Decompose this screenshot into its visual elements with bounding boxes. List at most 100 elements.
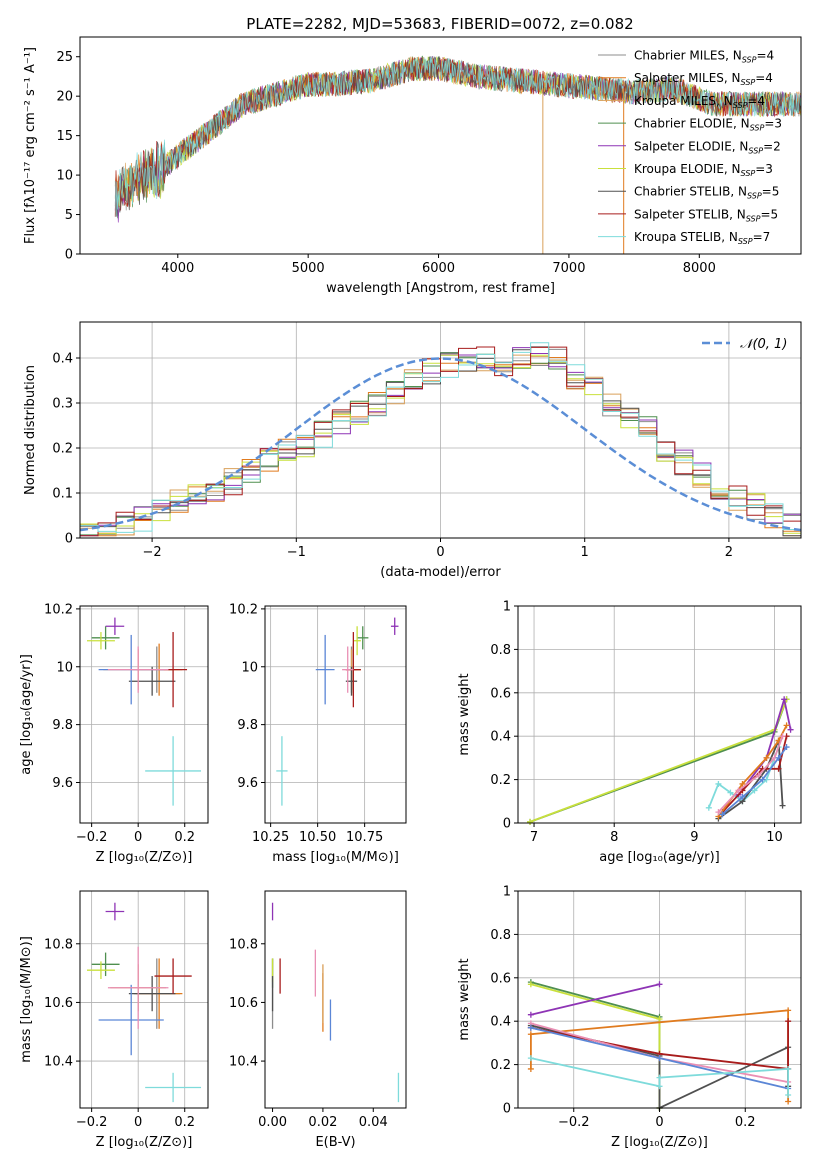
y-tick-label: 0.2: [52, 442, 73, 457]
y-tick-label: 0.2: [490, 1058, 511, 1073]
weight-marker: [785, 1065, 792, 1072]
weight-marker: [527, 1031, 534, 1038]
point-cs: [128, 666, 176, 696]
y-axis-label: mass weight: [457, 673, 472, 755]
weight-marker: [739, 780, 746, 787]
y-tick-label: 0.4: [490, 730, 511, 745]
y-tick-label: 9.8: [237, 718, 258, 733]
legend-label-cs: Chabrier STELIB, NSSP=5: [634, 185, 779, 201]
x-axis-label: Z [log₁₀(Z/Z⊙)]: [96, 850, 193, 865]
legend-label-se: Salpeter ELODIE, NSSP=2: [634, 139, 781, 155]
weight-marker: [759, 776, 766, 783]
x-tick-label: 9: [690, 830, 698, 845]
weight-marker: [656, 1016, 663, 1023]
weight-marker: [715, 809, 722, 816]
weight-marker: [751, 787, 758, 794]
y-tick-label: 0.3: [52, 397, 73, 412]
x-axis-label: mass [log₁₀(M/M⊙)]: [272, 850, 399, 865]
point-blue: [98, 984, 164, 1056]
y-tick-label: 0.4: [490, 1015, 511, 1030]
x-tick-label: 0.2: [174, 830, 195, 845]
x-tick-label: 0: [134, 1115, 142, 1130]
y-tick-label: 0.2: [490, 773, 511, 788]
y-tick-label: 0.4: [52, 352, 73, 367]
residual-hist-ss: [80, 346, 801, 537]
legend-label-cm: Chabrier MILES, NSSP=4: [634, 49, 774, 65]
y-tick-label: 10: [56, 660, 73, 675]
x-tick-label: 0.04: [359, 1115, 388, 1130]
plot-layer: Chabrier MILES, NSSP=4 Salpeter MILES, NS…: [19, 36, 802, 1150]
axes-frame: [264, 890, 407, 1109]
figure-title: PLATE=2282, MJD=53683, FIBERID=0072, z=0…: [246, 15, 633, 33]
weight-marker: [656, 1083, 663, 1090]
y-tick-label: 20: [56, 90, 73, 105]
x-tick-label: 7: [530, 830, 538, 845]
x-axis-label: wavelength [Angstrom, rest frame]: [326, 281, 555, 296]
x-tick-label: −1: [287, 545, 306, 560]
y-tick-label: 10.4: [44, 1055, 73, 1070]
axes-frame: [264, 605, 407, 824]
legend-label-ke: Kroupa ELODIE, NSSP=3: [634, 162, 773, 178]
weight-marker: [739, 793, 746, 800]
point-ks: [145, 1072, 202, 1103]
x-axis-label: Z [log₁₀(Z/Z⊙)]: [96, 1135, 193, 1150]
y-axis-label: mass [log₁₀(M/M⊙)]: [19, 936, 34, 1063]
normal-curve: [79, 357, 802, 532]
x-tick-label: 0: [134, 830, 142, 845]
panel-residuals: 𝒩(0, 1) −2 −1 0 1 2 0 0.1 0.2 0.3 0.4 (data-model)/…: [23, 321, 802, 580]
x-tick-label: 0.02: [308, 1115, 337, 1130]
x-tick-label: 7000: [552, 261, 585, 276]
x-axis-label: Z [log₁₀(Z/Z⊙)]: [611, 1135, 708, 1150]
panel-age_vs_Z: −0.2 0 0.2 9.6 9.8 10 10.2 Z [log₁₀(Z/Z⊙)] age […: [19, 602, 209, 865]
weight-marker: [527, 1024, 534, 1031]
spectrum-line-sm: [114, 56, 801, 207]
weight-marker: [527, 1065, 534, 1072]
x-tick-label: −0.2: [558, 1115, 590, 1130]
point-pink: [342, 646, 354, 693]
x-tick-label: 1: [581, 545, 589, 560]
y-tick-label: 10.6: [229, 996, 258, 1011]
spectrum-line-ks: [114, 56, 801, 217]
weight-marker: [656, 981, 663, 988]
y-tick-label: 25: [56, 50, 73, 65]
y-tick-label: 1: [503, 600, 511, 615]
weight-marker: [719, 811, 726, 818]
point-ce: [357, 626, 369, 650]
weight-marker: [787, 726, 794, 733]
x-tick-label: 10.50: [299, 830, 336, 845]
panel-mass_weight_vs_age: 7 8 9 10 0 0.2 0.4 0.6 0.8 1 age [log₁₀(age/yr)] ma…: [457, 600, 802, 865]
x-tick-label: −2: [143, 545, 162, 560]
y-tick-label: 10: [241, 660, 258, 675]
weight-line-se: [530, 983, 660, 1016]
weight-marker: [656, 1055, 663, 1062]
weight-marker: [527, 1055, 534, 1062]
legend-label-sm: Salpeter MILES, NSSP=4: [634, 71, 773, 87]
weight-line-se: [737, 699, 792, 796]
y-tick-label: 0.6: [490, 971, 511, 986]
legend-label-ks: Kroupa STELIB, NSSP=7: [634, 230, 770, 246]
weight-marker: [735, 787, 742, 794]
y-tick-label: 9.8: [52, 718, 73, 733]
point-ss: [154, 958, 192, 994]
x-tick-label: 4000: [161, 261, 194, 276]
x-tick-label: 10: [766, 830, 783, 845]
y-tick-label: 9.6: [237, 776, 258, 791]
weight-marker: [783, 722, 790, 729]
panel-age_vs_mass: 10.25 10.50 10.75 9.6 9.8 10 10.2 mass [log₁₀(M…: [229, 602, 407, 865]
y-axis-label: Normed distribution: [23, 365, 38, 495]
y-axis-label: age [log₁₀(age/yr)]: [19, 654, 34, 775]
point-ke: [353, 626, 361, 656]
y-tick-label: 0: [65, 532, 73, 547]
weight-marker: [715, 780, 722, 787]
y-tick-label: 15: [56, 129, 73, 144]
y-tick-label: 10.8: [44, 937, 73, 952]
axes-frame: [79, 36, 802, 255]
x-tick-label: 0.00: [258, 1115, 287, 1130]
y-tick-label: 0.8: [490, 928, 511, 943]
weight-marker: [785, 1018, 792, 1025]
y-tick-label: 5: [65, 208, 73, 223]
x-tick-label: 8: [610, 830, 618, 845]
point-ce: [91, 952, 120, 977]
y-tick-label: 0: [65, 248, 73, 263]
